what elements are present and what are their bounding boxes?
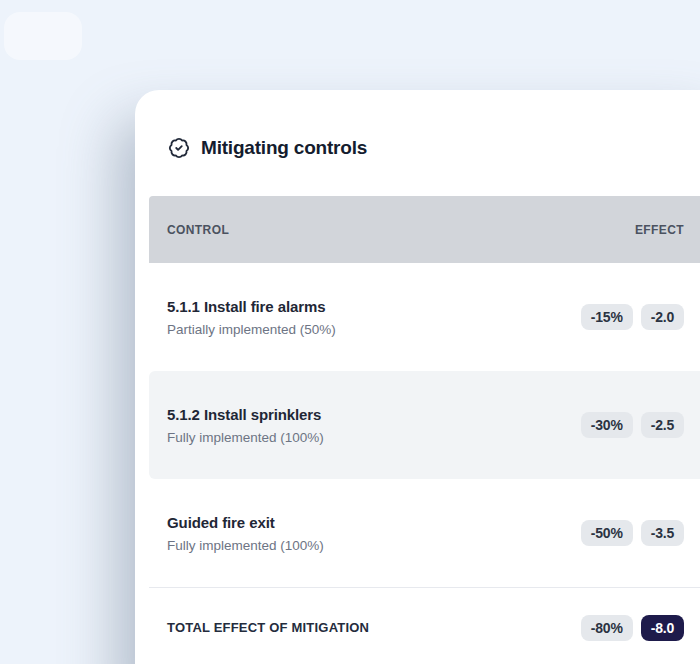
effect-percent-badge: -15% — [581, 304, 633, 330]
mitigating-controls-table: CONTROL EFFECT 5.1.1 Install fire alarms… — [149, 196, 700, 664]
table-row: Guided fire exit Fully implemented (100%… — [149, 479, 700, 587]
effect-value-badge: -3.5 — [641, 520, 684, 546]
total-row: TOTAL EFFECT OF MITIGATION -80% -8.0 — [149, 587, 700, 664]
badge-check-icon — [168, 137, 190, 159]
card-header: Mitigating controls — [135, 90, 700, 161]
effect-badges: -30% -2.5 — [581, 412, 684, 438]
column-header-control: CONTROL — [167, 223, 229, 237]
control-info: 5.1.1 Install fire alarms Partially impl… — [167, 298, 336, 337]
effect-value-badge: -2.0 — [641, 304, 684, 330]
table-row: 5.1.2 Install sprinklers Fully implement… — [149, 371, 700, 479]
effect-percent-badge: -30% — [581, 412, 633, 438]
control-status: Partially implemented (50%) — [167, 322, 336, 337]
control-name: 5.1.1 Install fire alarms — [167, 298, 336, 315]
effect-percent-badge: -50% — [581, 520, 633, 546]
table-row: 5.1.1 Install fire alarms Partially impl… — [149, 263, 700, 371]
column-header-effect: EFFECT — [635, 223, 684, 237]
total-label: TOTAL EFFECT OF MITIGATION — [167, 620, 369, 635]
total-effect-value-badge: -8.0 — [641, 615, 684, 641]
page-title: Mitigating controls — [201, 137, 367, 159]
control-status: Fully implemented (100%) — [167, 430, 324, 445]
total-effect-badges: -80% -8.0 — [581, 615, 684, 641]
effect-badges: -15% -2.0 — [581, 304, 684, 330]
background-corner-shape — [4, 12, 82, 60]
control-info: 5.1.2 Install sprinklers Fully implement… — [167, 406, 324, 445]
control-name: 5.1.2 Install sprinklers — [167, 406, 324, 423]
control-name: Guided fire exit — [167, 514, 324, 531]
control-info: Guided fire exit Fully implemented (100%… — [167, 514, 324, 553]
mitigating-controls-card: Mitigating controls CONTROL EFFECT 5.1.1… — [135, 90, 700, 664]
effect-badges: -50% -3.5 — [581, 520, 684, 546]
control-status: Fully implemented (100%) — [167, 538, 324, 553]
effect-value-badge: -2.5 — [641, 412, 684, 438]
table-header-row: CONTROL EFFECT — [149, 196, 700, 263]
total-effect-percent-badge: -80% — [581, 615, 633, 641]
